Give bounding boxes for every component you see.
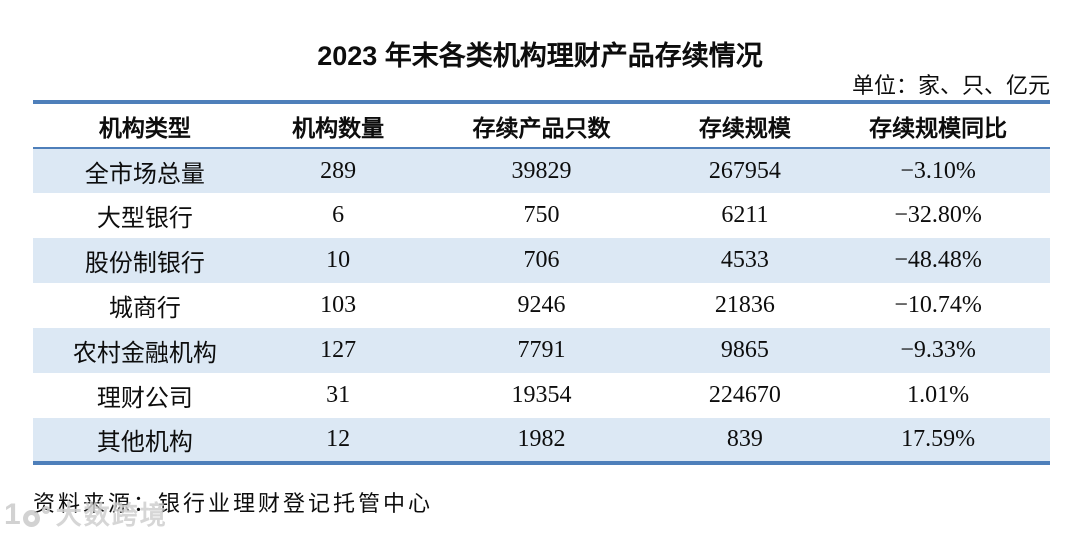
value-cell: −48.48% [894, 247, 982, 273]
col-header-institution-type: 机构类型 [33, 102, 257, 149]
value-cell: −32.80% [894, 202, 982, 228]
source-note: 资料来源：银行业理财登记托管中心 [33, 491, 434, 516]
value-cell: 103 [320, 292, 357, 318]
value-cell: 19354 [511, 382, 572, 408]
value-cell: 267954 [708, 157, 781, 184]
table-row: 大型银行 6 750 6211 −32.80% [33, 193, 1050, 238]
row-label-cell: 其他机构 [96, 430, 193, 456]
row-label-cell: 全市场总量 [84, 161, 205, 188]
col-header-scale-yoy: 存续规模同比 [826, 102, 1050, 149]
table-row: 城商行 103 9246 21836 −10.74% [33, 283, 1050, 328]
value-cell: 10 [326, 247, 351, 273]
table-body: 全市场总量 289 39829 267954 −3.10% 大型银行 6 750 6211 −32… [33, 148, 1050, 463]
value-cell: 6 [332, 202, 345, 228]
value-cell: 6211 [721, 202, 769, 228]
value-cell: 21836 [714, 292, 775, 318]
value-cell: 4533 [720, 247, 769, 273]
row-label-cell: 城商行 [108, 296, 181, 322]
table-row: 理财公司 31 19354 224670 1.01% [33, 373, 1050, 418]
value-cell: 1982 [517, 426, 566, 452]
value-cell: 224670 [708, 382, 781, 408]
table-header: 机构类型 机构数量 存续产品只数 存续规模 存续规模同比 [33, 102, 1050, 149]
watermark-text: 大数跨境 [55, 500, 168, 530]
value-cell: 839 [726, 426, 763, 452]
value-cell: −3.10% [900, 157, 976, 184]
row-label-cell: 农村金融机构 [72, 341, 217, 367]
table-row: 其他机构 12 1982 839 17.59% [33, 418, 1050, 463]
watermark-logo: 1 [4, 498, 21, 531]
watermark: 1 大数跨境 [4, 498, 168, 531]
value-cell: 1.01% [907, 382, 970, 408]
col-header-scale: 存续规模 [663, 102, 827, 149]
table-row: 全市场总量 289 39829 267954 −3.10% [33, 148, 1050, 193]
table-row: 股份制银行 10 706 4533 −48.48% [33, 238, 1050, 283]
data-table-container: 机构类型 机构数量 存续产品只数 存续规模 存续规模同比 全市场总量 289 398… [33, 100, 1050, 465]
row-label-cell: 理财公司 [96, 386, 193, 412]
unit-note: 单位：家、只、亿元 [851, 73, 1050, 98]
value-cell: 750 [523, 202, 560, 228]
table-row: 农村金融机构 127 7791 9865 −9.33% [33, 328, 1050, 373]
value-cell: 39829 [511, 157, 572, 184]
value-cell: 7791 [517, 337, 566, 363]
value-cell: 289 [320, 157, 357, 184]
header-row: 机构类型 机构数量 存续产品只数 存续规模 存续规模同比 [33, 102, 1050, 149]
value-cell: 17.59% [901, 426, 976, 452]
value-cell: −9.33% [900, 337, 976, 363]
data-table: 机构类型 机构数量 存续产品只数 存续规模 存续规模同比 全市场总量 289 398… [33, 100, 1050, 465]
value-cell: 9246 [517, 292, 566, 318]
table-title: 2023 年末各类机构理财产品存续情况 [317, 41, 763, 71]
value-cell: 127 [320, 337, 357, 363]
col-header-product-count: 存续产品只数 [419, 102, 664, 149]
value-cell: −10.74% [894, 292, 982, 318]
row-label-cell: 大型银行 [96, 206, 193, 232]
row-label-cell: 股份制银行 [84, 251, 205, 277]
value-cell: 9865 [720, 337, 769, 363]
value-cell: 706 [523, 247, 560, 273]
watermark-logo-ring-icon [22, 510, 40, 527]
value-cell: 12 [326, 426, 351, 452]
value-cell: 31 [326, 382, 351, 408]
col-header-institution-count: 机构数量 [256, 102, 420, 149]
watermark-logo-degree-icon [41, 506, 50, 514]
